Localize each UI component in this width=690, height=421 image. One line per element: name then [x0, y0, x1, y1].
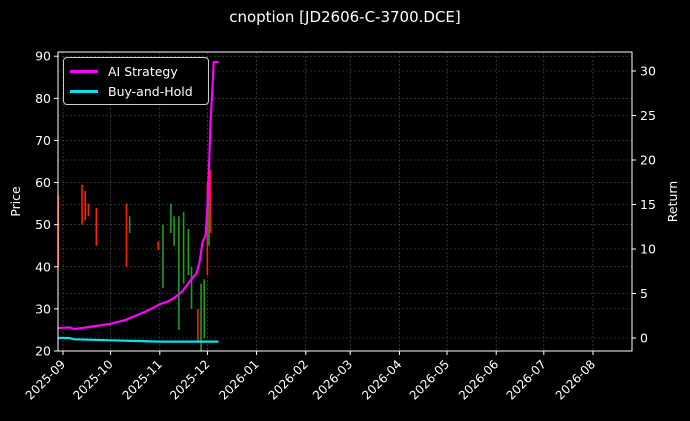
y-tick-label: 30 — [35, 301, 51, 316]
x-tick-label: 2025-09 — [23, 357, 68, 402]
y-right-tick-label: 5 — [640, 286, 648, 301]
x-tick-label: 2026-05 — [407, 357, 452, 402]
x-tick-label: 2025-12 — [167, 357, 212, 402]
return-lines — [58, 60, 219, 343]
x-tick-label: 2026-07 — [504, 357, 549, 402]
x-tick-label: 2026-01 — [216, 357, 261, 402]
y-right-tick-label: 25 — [640, 108, 656, 123]
price-candles — [57, 161, 212, 351]
legend-label: Buy-and-Hold — [108, 83, 193, 99]
y-right-axis-label: Return — [665, 181, 680, 222]
ai-strategy-swatch-icon — [70, 69, 98, 73]
series-line — [58, 60, 219, 331]
y-tick-label: 40 — [35, 259, 51, 274]
chart-title: cnoption [JD2606-C-3700.DCE] — [229, 8, 461, 26]
y-tick-label: 80 — [35, 91, 51, 106]
legend-label: AI Strategy — [108, 63, 178, 79]
series-line — [58, 336, 219, 343]
y-tick-label: 70 — [35, 133, 51, 148]
plot-frame — [57, 51, 633, 352]
y-right-tick-label: 0 — [640, 331, 648, 346]
legend-item-ai-strategy: AI Strategy — [70, 62, 178, 80]
x-tick-label: 2026-04 — [359, 357, 404, 402]
x-tick-label: 2026-03 — [310, 357, 355, 402]
buy-and-hold-swatch-icon — [70, 89, 98, 93]
x-tick-label: 2026-02 — [266, 357, 311, 402]
y-right-tick-label: 15 — [640, 197, 656, 212]
y-right-tick-label: 20 — [640, 153, 656, 168]
x-tick-label: 2025-10 — [70, 357, 115, 402]
y-tick-label: 50 — [35, 217, 51, 232]
legend: AI Strategy Buy-and-Hold — [63, 57, 209, 105]
y-tick-label: 60 — [35, 175, 51, 190]
y-right-tick-label: 30 — [640, 64, 656, 79]
x-tick-label: 2025-11 — [120, 357, 165, 402]
legend-item-buy-and-hold: Buy-and-Hold — [70, 82, 193, 100]
y-tick-label: 90 — [35, 49, 51, 64]
x-tick-label: 2026-06 — [456, 357, 501, 402]
y-right-tick-label: 10 — [640, 242, 656, 257]
x-tick-label: 2026-08 — [553, 357, 598, 402]
y-tick-label: 20 — [35, 344, 51, 359]
y-axis-label: Price — [8, 186, 23, 217]
